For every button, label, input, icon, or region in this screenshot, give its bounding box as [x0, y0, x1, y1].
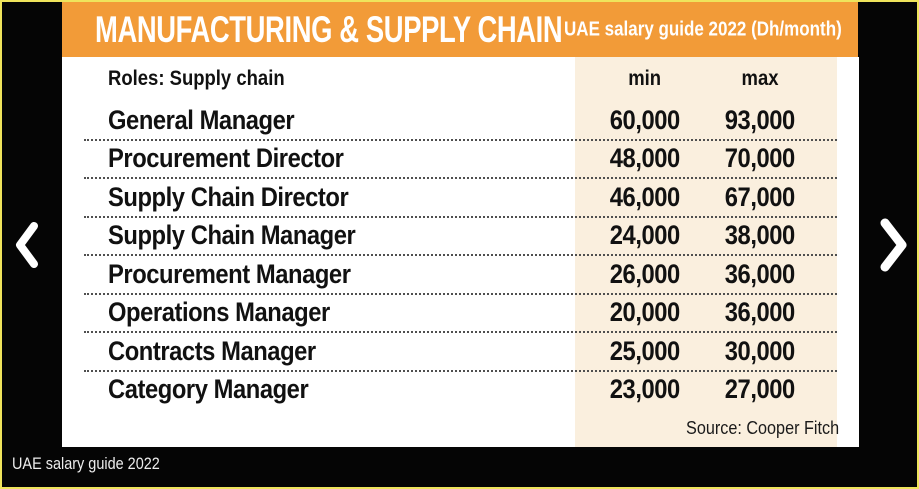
carousel-prev-button[interactable]: [12, 221, 42, 269]
max-salary: 30,000: [724, 335, 796, 366]
max-salary: 36,000: [724, 297, 796, 328]
role-label: Supply Chain Manager: [108, 220, 356, 251]
max-salary: 93,000: [724, 104, 796, 135]
max-salary: 36,000: [724, 258, 796, 289]
column-header-roles: Roles: Supply chain: [108, 67, 285, 90]
min-salary: 23,000: [609, 374, 681, 405]
max-salary: 67,000: [724, 181, 796, 212]
role-label: Procurement Director: [108, 143, 344, 174]
table-row: Contracts Manager 25,000 30,000: [62, 331, 859, 371]
table-row: Supply Chain Director 46,000 67,000: [62, 177, 859, 217]
table-row: Operations Manager 20,000 36,000: [62, 292, 859, 333]
role-label: Contracts Manager: [108, 335, 316, 366]
chevron-right-icon: [876, 217, 910, 273]
column-header-min: min: [628, 67, 662, 90]
min-salary: 24,000: [609, 220, 681, 251]
max-salary: 38,000: [724, 220, 796, 251]
role-label: Supply Chain Director: [108, 181, 349, 212]
source-row: Source: Cooper Fitch: [62, 409, 859, 447]
minmax-column-background: [575, 57, 837, 447]
min-salary: 26,000: [609, 258, 681, 289]
role-label: General Manager: [108, 104, 295, 135]
chevron-left-icon: [12, 221, 42, 269]
header-bar: MANUFACTURING & SUPPLY CHAIN UAE salary …: [62, 2, 858, 57]
table-row: Procurement Manager 26,000 36,000: [62, 254, 859, 294]
role-label: Category Manager: [108, 374, 309, 405]
min-salary: 46,000: [609, 181, 681, 212]
min-salary: 48,000: [609, 143, 681, 174]
min-salary: 25,000: [609, 335, 681, 366]
table-row: Category Manager 23,000 27,000: [62, 369, 859, 410]
min-salary: 60,000: [609, 104, 681, 135]
max-salary: 27,000: [724, 374, 796, 405]
page-title: MANUFACTURING & SUPPLY CHAIN: [95, 8, 563, 50]
role-label: Operations Manager: [108, 297, 330, 328]
column-header-max: max: [741, 67, 779, 90]
max-salary: 70,000: [724, 143, 796, 174]
source-credit: Source: Cooper Fitch: [685, 417, 839, 438]
min-salary: 20,000: [609, 297, 681, 328]
table-header-row: Roles: Supply chain min max: [62, 57, 859, 101]
table-row: Procurement Director 48,000 70,000: [62, 138, 859, 179]
carousel-next-button[interactable]: [876, 217, 910, 273]
table-row: Supply Chain Manager 24,000 38,000: [62, 215, 859, 256]
salary-table: Roles: Supply chain min max General Mana…: [62, 57, 859, 447]
header-subtitle: UAE salary guide 2022 (Dh/month): [564, 18, 842, 40]
role-label: Procurement Manager: [108, 258, 351, 289]
image-caption: UAE salary guide 2022: [12, 454, 160, 473]
table-row: General Manager 60,000 93,000: [62, 101, 859, 140]
